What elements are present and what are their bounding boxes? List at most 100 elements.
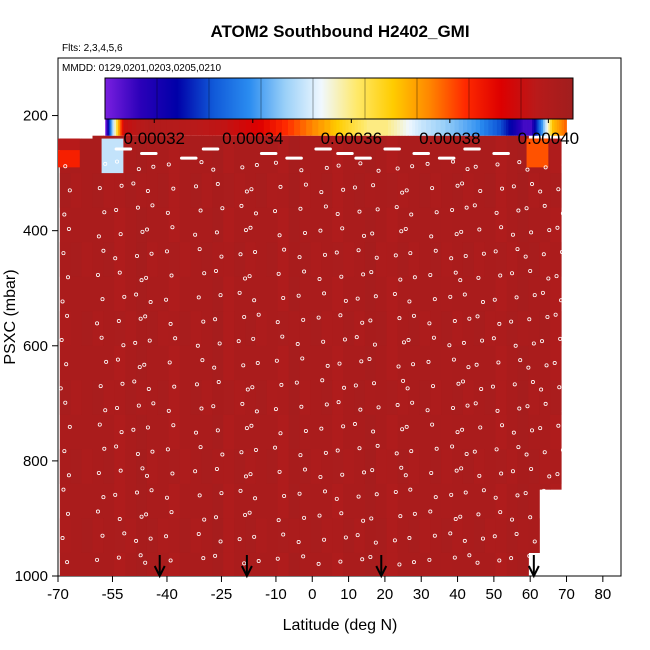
sample-point: [396, 364, 401, 369]
sample-point: [539, 387, 544, 392]
heatmap-cell: [332, 242, 344, 277]
sample-point: [394, 451, 399, 456]
sample-point: [510, 232, 515, 237]
sample-point: [528, 515, 533, 520]
stratosphere-cell: [269, 112, 277, 136]
heatmap-cell: [136, 173, 148, 208]
heatmap-cell: [484, 173, 497, 208]
heatmap-cell: [386, 311, 399, 346]
sample-point: [556, 187, 561, 192]
heatmap-cell: [397, 380, 410, 415]
sample-point: [113, 256, 118, 261]
sample-point: [151, 401, 156, 406]
heatmap-cell: [386, 518, 399, 553]
sample-point: [425, 161, 430, 166]
sample-point: [510, 517, 515, 522]
sample-point: [527, 317, 532, 322]
heatmap-cell: [114, 173, 126, 208]
sample-point: [256, 559, 261, 564]
sample-point: [60, 536, 65, 541]
stratosphere-cell: [351, 112, 356, 136]
sample-point: [393, 489, 398, 494]
sample-point: [148, 536, 153, 541]
stratosphere-cell: [123, 112, 129, 136]
sample-point: [473, 164, 478, 169]
sample-point: [323, 204, 328, 209]
flight-marker-head: [375, 565, 388, 579]
sample-point: [459, 229, 464, 234]
stratosphere-cell: [412, 112, 416, 136]
heatmap-cell: [397, 311, 410, 346]
stratosphere-cell: [366, 112, 371, 136]
heatmap-cell: [506, 380, 518, 415]
stratosphere-cell: [233, 112, 241, 136]
x-tick-label: 0: [308, 586, 316, 603]
heatmap-cell: [441, 449, 453, 484]
heatmap-cell: [255, 518, 268, 553]
sample-point: [298, 206, 303, 211]
sample-point: [473, 401, 478, 406]
heatmap-cell: [430, 449, 442, 484]
sample-point: [142, 362, 147, 367]
stratosphere-cell: [375, 112, 380, 136]
sample-point: [322, 252, 327, 257]
heatmap-cell: [441, 311, 453, 346]
sample-point: [278, 184, 283, 189]
stratosphere-cell: [372, 112, 377, 136]
sample-point: [194, 184, 199, 189]
stratosphere-cell: [131, 112, 137, 136]
sample-point: [355, 296, 360, 301]
flight-markers: [153, 555, 540, 579]
heatmap-cell: [408, 173, 420, 208]
sample-point: [63, 400, 68, 405]
heatmap-cell: [321, 242, 333, 277]
sample-point: [429, 234, 434, 239]
sample-point: [361, 518, 366, 523]
sample-point: [324, 165, 329, 170]
heatmap-cell: [473, 242, 486, 277]
stratosphere-cell: [559, 112, 563, 136]
heatmap-cell: [419, 173, 431, 208]
sample-point: [131, 427, 136, 432]
sample-point: [340, 226, 345, 231]
sample-point: [193, 232, 198, 237]
sample-point: [237, 537, 242, 542]
sample-point: [450, 444, 455, 449]
sample-point: [99, 335, 104, 340]
sample-point: [240, 165, 245, 170]
stratosphere-cell: [450, 112, 455, 136]
heatmap-cell: [255, 242, 268, 277]
sample-point: [542, 203, 547, 208]
heatmap-cell: [419, 135, 431, 576]
heatmap-cell: [81, 173, 94, 208]
stratosphere-cell: [306, 112, 313, 136]
heatmap-cell: [452, 135, 464, 576]
sample-point: [430, 422, 435, 427]
sample-point: [95, 272, 100, 277]
sample-point: [297, 491, 302, 496]
sample-point: [236, 339, 241, 344]
heatmap-cell: [397, 135, 410, 576]
heatmap-cell: [81, 242, 94, 277]
stratosphere-cell: [360, 112, 365, 136]
sample-point: [464, 451, 469, 456]
sample-point: [559, 534, 564, 539]
y-tick-label: 600: [23, 338, 48, 355]
stratosphere-cell: [532, 112, 535, 136]
heatmap-cell: [517, 449, 529, 484]
sample-point: [66, 226, 71, 231]
sample-point: [518, 358, 523, 363]
sample-point: [252, 298, 257, 303]
heatmap-cell: [201, 518, 213, 553]
sample-point: [299, 168, 304, 173]
heatmap-cell: [354, 449, 366, 484]
sample-point: [512, 382, 517, 387]
heatmap-cell: [419, 518, 431, 553]
sample-point: [545, 314, 550, 319]
heatmap-cell: [397, 518, 410, 553]
heatmap-cell: [550, 311, 562, 346]
colorbar: [104, 77, 574, 120]
sample-point: [461, 340, 466, 345]
sample-point: [67, 188, 72, 193]
sample-point: [425, 408, 430, 413]
